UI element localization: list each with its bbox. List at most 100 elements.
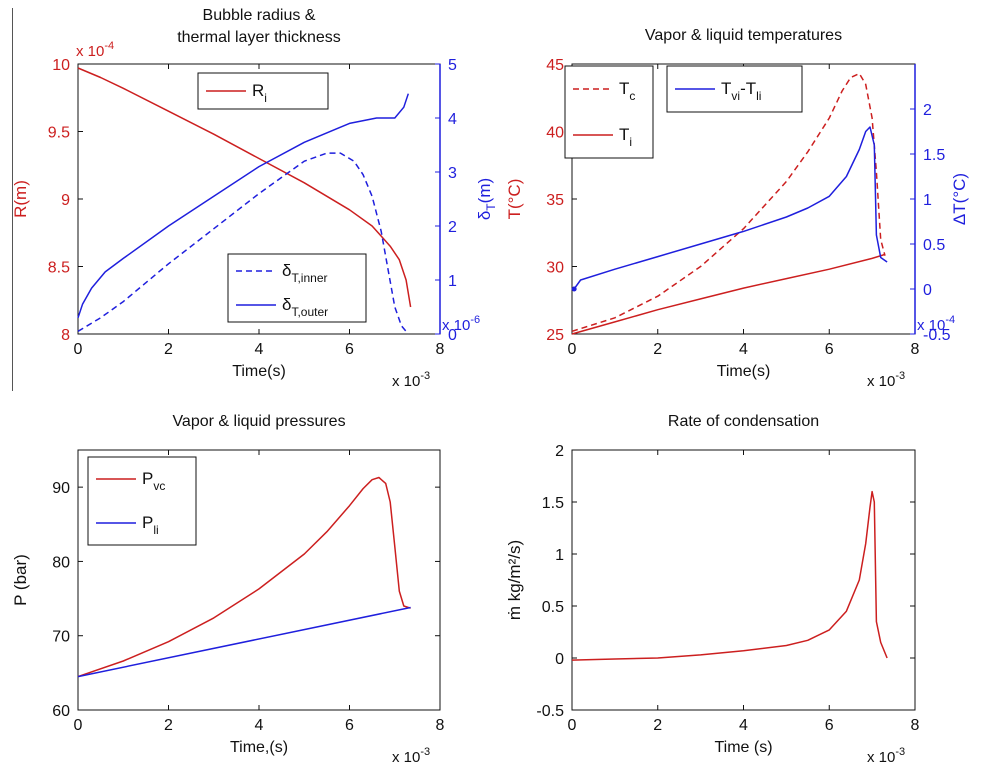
y-tick-label-left: 35 [546, 192, 564, 209]
x-tick-label: 6 [345, 717, 354, 734]
x-tick-label: 2 [653, 717, 662, 734]
y-tick-label-right: 1 [448, 273, 457, 290]
x-tick-label: 2 [164, 341, 173, 358]
y-tick-label-left: 25 [546, 327, 564, 344]
y-axis-label-right: δT(m) [475, 178, 498, 220]
y-tick-label-left: 30 [546, 260, 564, 277]
series-line-1 [571, 490, 888, 661]
y-axis-multiplier-right: x 10-4 [917, 314, 955, 334]
y-tick-label-left: 1 [555, 547, 564, 564]
x-tick-label: 0 [568, 717, 577, 734]
chart-title-line: thermal layer thickness [177, 29, 341, 46]
page-divider-line [12, 8, 13, 391]
y-axis-label-left: ṁ kg/m²/s) [505, 540, 524, 620]
legend-label: δT,inner [282, 261, 328, 285]
series-line-1 [77, 67, 412, 308]
legend-label: Ti [619, 125, 632, 149]
x-tick-label: 2 [653, 341, 662, 358]
series-line-2 [77, 606, 411, 678]
x-tick-label: 0 [74, 341, 83, 358]
chart-title: Rate of condensation [668, 413, 819, 430]
x-tick-label: 6 [825, 341, 834, 358]
y-axis-multiplier-right: x 10-6 [442, 314, 480, 334]
y-tick-label-left: 2 [555, 443, 564, 460]
legend-label: Pli [142, 513, 159, 537]
plot-area [571, 449, 916, 711]
x-tick-label: 4 [255, 717, 264, 734]
x-tick-label: 0 [74, 717, 83, 734]
y-axis-label-left: P (bar) [11, 554, 30, 606]
legend-label: δT,outer [282, 295, 328, 319]
x-axis-multiplier: x 10-3 [392, 370, 430, 390]
y-tick-label-right: -0.5 [923, 327, 951, 344]
legend-label: Tc [619, 79, 635, 103]
y-tick-label-left: 9.5 [48, 125, 70, 142]
y-axis-label-right: ΔT(°C) [950, 173, 969, 225]
legend-box: Tc Ti [564, 65, 654, 159]
y-tick-label-right: 3 [448, 165, 457, 182]
legend-label: Tvi-Tli [721, 79, 761, 103]
x-tick-label: 0 [568, 341, 577, 358]
y-tick-label-left: 90 [52, 480, 70, 497]
x-tick-label: 6 [825, 717, 834, 734]
y-axis-label-left: T(°C) [505, 179, 524, 220]
x-axis-multiplier: x 10-3 [867, 370, 905, 390]
x-tick-label: 4 [739, 717, 748, 734]
chart-panel-3: Vapor & liquid pressures 0 2 4 6 8 Time,(s) x 1… [11, 413, 445, 766]
y-tick-label-right: 2 [923, 102, 932, 119]
y-tick-label-right: 1 [923, 192, 932, 209]
y-tick-label-right: 2 [448, 219, 457, 236]
y-tick-label-left: 8.5 [48, 260, 70, 277]
y-axis-multiplier-left: x 10-4 [76, 40, 114, 60]
y-tick-label-right: 0.5 [923, 237, 945, 254]
y-tick-label-left: 45 [546, 57, 564, 74]
y-tick-label-left: 8 [61, 327, 70, 344]
series-line-3 [77, 93, 410, 319]
x-tick-label: 2 [164, 717, 173, 734]
y-tick-label-right: 1.5 [923, 147, 945, 164]
x-axis-label: Time,(s) [230, 739, 288, 756]
chart-panel-2: Vapor & liquid temperatures 0 2 4 6 8 Time(s) x… [505, 27, 969, 390]
chart-title: Vapor & liquid pressures [172, 413, 345, 430]
y-tick-label-left: 1.5 [542, 495, 564, 512]
chart-panel-1: Bubble radius & thermal layer thickness 0 2… [11, 7, 498, 390]
legend-box: Ri [197, 72, 329, 110]
chart-title-line: Bubble radius & [203, 7, 316, 24]
y-tick-label-left: 10 [52, 57, 70, 74]
y-tick-label-left: 40 [546, 125, 564, 142]
legend-box: Pvc Pli [87, 456, 197, 546]
x-axis-label: Time (s) [714, 739, 772, 756]
x-axis-label: Time(s) [717, 363, 771, 380]
legend-frame [87, 456, 197, 546]
x-tick-label: 4 [739, 341, 748, 358]
x-tick-label: 8 [911, 717, 920, 734]
legend-box: δT,inner δT,outer [227, 253, 367, 323]
y-tick-label-left: -0.5 [536, 703, 564, 720]
x-tick-label: 6 [345, 341, 354, 358]
series-line-2 [571, 253, 886, 335]
y-tick-label-left: 60 [52, 703, 70, 720]
legend-frame [564, 65, 654, 159]
x-tick-label: 8 [436, 341, 445, 358]
chart-title: Vapor & liquid temperatures [645, 27, 842, 44]
series-line-2 [77, 152, 409, 335]
x-axis-multiplier: x 10-3 [867, 746, 905, 766]
y-tick-label-right: 0 [923, 282, 932, 299]
series-line-1 [77, 476, 411, 678]
legend-box: Tvi-Tli [666, 65, 803, 113]
x-tick-label: 8 [436, 717, 445, 734]
x-axis-multiplier: x 10-3 [392, 746, 430, 766]
series-start-marker [571, 286, 577, 292]
series-line-3 [573, 126, 888, 290]
x-axis-label: Time(s) [232, 363, 286, 380]
legend-label: Pvc [142, 469, 165, 493]
legend-label: Ri [252, 81, 267, 105]
y-tick-label-left: 80 [52, 554, 70, 571]
x-tick-label: 8 [911, 341, 920, 358]
y-tick-label-right: 5 [448, 57, 457, 74]
y-tick-label-right: 4 [448, 111, 457, 128]
y-tick-label-left: 0.5 [542, 599, 564, 616]
y-axis-label-left: R(m) [11, 180, 30, 218]
y-tick-label-left: 70 [52, 629, 70, 646]
